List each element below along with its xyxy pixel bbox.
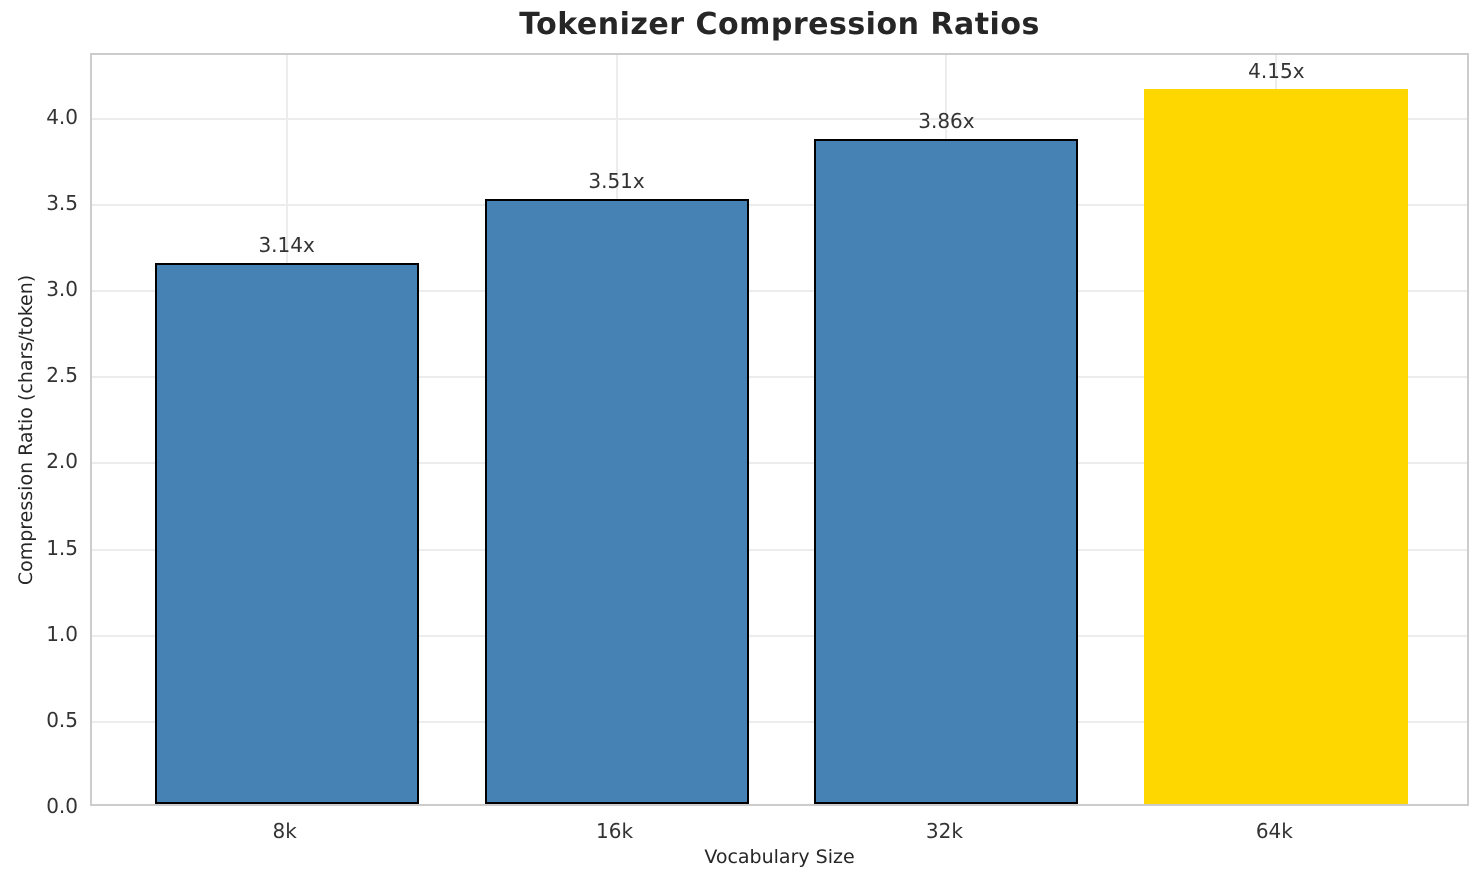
bar-value-label: 3.14x [258, 232, 315, 257]
x-tick-label: 8k [272, 819, 297, 843]
plot-area: 3.14x 3.51x 3.86x 4.15x [90, 53, 1469, 806]
y-tick-label: 2.0 [46, 449, 78, 474]
chart-title: Tokenizer Compression Ratios [519, 7, 1040, 42]
x-tick-label: 64k [1255, 819, 1293, 843]
h-gridline [92, 462, 1467, 465]
y-tick-label: 4.0 [46, 104, 78, 129]
bar-value-label: 4.15x [1248, 58, 1305, 83]
bar-value-label: 3.51x [588, 169, 645, 194]
bar [1144, 88, 1409, 804]
bar-value-label: 3.86x [918, 108, 975, 133]
h-gridline [92, 203, 1467, 206]
y-tick-label: 1.5 [46, 535, 78, 560]
x-tick-label: 16k [596, 819, 634, 843]
y-tick-label: 0.5 [46, 707, 78, 732]
y-tick-label: 3.0 [46, 277, 78, 302]
bar [484, 199, 749, 804]
y-tick-label: 3.5 [46, 190, 78, 215]
bar [154, 262, 419, 804]
h-gridline [92, 290, 1467, 293]
bar [814, 138, 1079, 804]
x-axis-label: Vocabulary Size [704, 846, 855, 868]
h-gridline [92, 548, 1467, 551]
x-tick-label: 32k [925, 819, 963, 843]
y-tick-label: 1.0 [46, 621, 78, 646]
h-gridline [92, 117, 1467, 120]
h-gridline [92, 376, 1467, 379]
h-gridline [92, 634, 1467, 637]
y-tick-label: 0.0 [46, 794, 78, 818]
h-gridline [92, 720, 1467, 723]
y-tick-label: 2.5 [46, 363, 78, 388]
